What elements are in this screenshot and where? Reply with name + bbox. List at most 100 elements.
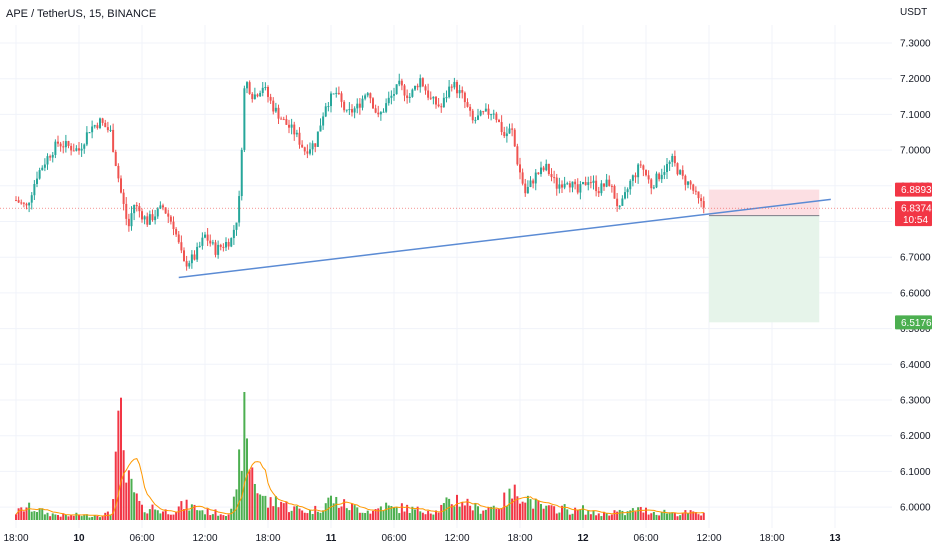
candle-down xyxy=(427,90,430,98)
candle-down xyxy=(177,234,180,243)
volume-bar xyxy=(33,511,36,520)
candle-down xyxy=(358,103,361,108)
volume-bar xyxy=(253,483,256,520)
candle-up xyxy=(83,144,86,149)
volume-bar xyxy=(306,513,309,520)
drawing-lines[interactable] xyxy=(0,198,892,279)
candle-down xyxy=(314,143,317,147)
candle-up xyxy=(390,95,393,98)
volume-bar xyxy=(38,508,41,520)
candle-up xyxy=(529,180,532,187)
candle-down xyxy=(650,179,653,189)
candle-down xyxy=(498,119,500,123)
volume-bar xyxy=(681,513,684,520)
candle-down xyxy=(337,92,340,94)
candle-down xyxy=(584,182,587,185)
volume-bar xyxy=(72,515,75,520)
candle-down xyxy=(561,184,563,188)
candle-up xyxy=(88,132,91,134)
candle-down xyxy=(101,118,104,123)
volume-bar xyxy=(269,497,272,520)
candle-up xyxy=(545,163,548,171)
volume-bar xyxy=(498,509,500,520)
volume-bar xyxy=(246,438,248,520)
volume-bar xyxy=(505,506,508,520)
candle-down xyxy=(219,244,222,247)
candle-down xyxy=(429,97,432,99)
volume-bar xyxy=(547,505,550,520)
volume-bar xyxy=(91,516,94,520)
take-profit-zone xyxy=(709,215,820,323)
volume-bar xyxy=(537,500,540,520)
candle-up xyxy=(379,112,382,115)
candle-down xyxy=(248,82,251,94)
volume-bar xyxy=(521,501,524,520)
volume-bar xyxy=(563,504,566,520)
candle-down xyxy=(700,198,703,202)
candle-up xyxy=(571,181,574,188)
candle-down xyxy=(684,175,687,185)
candle-up xyxy=(534,172,537,184)
position-zones[interactable] xyxy=(709,189,820,323)
volume-bar xyxy=(571,513,574,520)
candle-up xyxy=(274,107,277,112)
time-axis[interactable]: 18:00 10 06:00 12:00 18:00 11 06:00 12:00 18:00 1… xyxy=(3,533,841,544)
time-tick-label: 11 xyxy=(326,533,337,544)
volume-bar xyxy=(645,507,647,520)
price-tick-label: 6.0000 xyxy=(900,503,931,514)
volume-bar xyxy=(261,495,264,520)
candle-up xyxy=(238,196,241,223)
candle-up xyxy=(540,167,542,175)
candle-up xyxy=(558,184,561,189)
candle-down xyxy=(351,109,353,113)
candle-up xyxy=(156,208,159,217)
candle-down xyxy=(114,151,117,166)
time-tick-label: 12:00 xyxy=(192,533,217,544)
price-tick-label: 7.2000 xyxy=(900,74,931,85)
volume-bar xyxy=(679,515,682,520)
volume-bar xyxy=(676,516,679,520)
candle-down xyxy=(122,192,125,204)
candle-up xyxy=(225,241,227,248)
time-tick-label: 06:00 xyxy=(633,533,658,544)
volume-bar xyxy=(663,509,666,520)
volume-bar xyxy=(109,514,112,520)
volume-bar xyxy=(621,510,624,520)
candle-down xyxy=(343,101,346,111)
candle-down xyxy=(576,184,579,193)
volume-bar xyxy=(647,514,650,520)
volume-bar xyxy=(582,505,584,520)
candle-down xyxy=(141,211,143,220)
price-tick-label: 7.1000 xyxy=(900,110,931,121)
candle-down xyxy=(285,119,288,125)
candle-up xyxy=(629,180,632,190)
candle-down xyxy=(681,170,684,176)
volume-bar xyxy=(319,512,322,520)
volume-bar xyxy=(529,499,532,520)
candle-down xyxy=(117,165,120,179)
candle-up xyxy=(335,92,338,94)
candle-up xyxy=(204,234,206,238)
candle-up xyxy=(492,113,495,115)
candle-down xyxy=(180,242,183,251)
volume-bar xyxy=(67,516,70,520)
volume-bar xyxy=(361,512,364,520)
candle-down xyxy=(568,183,571,188)
volume-bar xyxy=(206,508,209,520)
volume-bar xyxy=(248,469,251,520)
candle-down xyxy=(516,146,519,165)
volume-bar xyxy=(314,505,317,520)
volume-bar xyxy=(658,515,661,520)
volume-bar xyxy=(285,501,288,520)
volume-bar xyxy=(624,515,626,520)
volume-bar xyxy=(364,513,367,520)
volume-bar xyxy=(684,510,687,520)
volume-bar xyxy=(96,515,99,520)
volume-bar xyxy=(88,517,91,520)
candle-up xyxy=(387,97,390,104)
candle-down xyxy=(424,86,427,91)
volume-bar xyxy=(159,513,162,520)
volume-bar xyxy=(295,505,298,520)
candle-up xyxy=(479,111,482,116)
